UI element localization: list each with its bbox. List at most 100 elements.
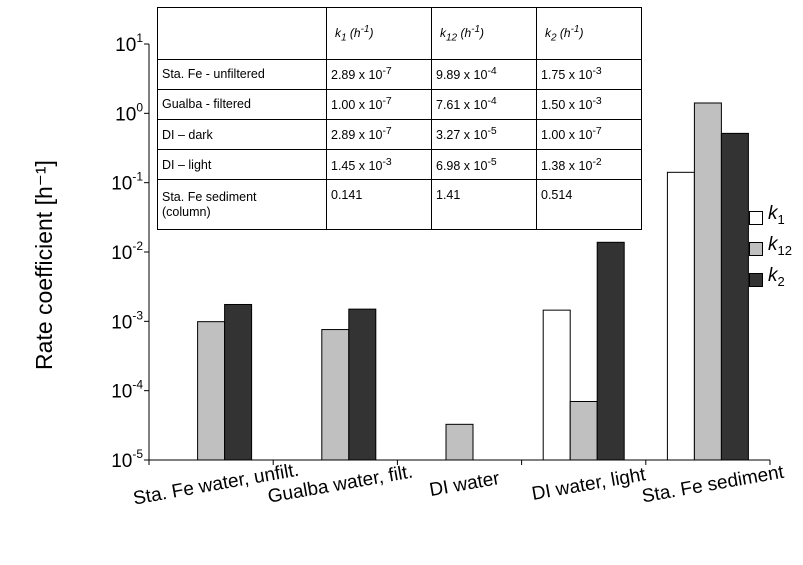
cell-mantissa: 1.38 x 10 <box>541 158 593 173</box>
y-tick-label: 10-1 <box>111 170 143 195</box>
bar-k12 <box>693 102 722 461</box>
bar-k12 <box>197 321 226 461</box>
table-row: Sta. Fe sediment (column) 0.141 1.41 0.5… <box>157 179 642 230</box>
header-k1: k1 (h-1) <box>326 7 432 60</box>
cell-exponent: -3 <box>382 156 392 168</box>
legend-swatch <box>749 211 763 225</box>
cell-value: 0.141 <box>331 188 363 203</box>
table-cell: 6.98 x 10-5 <box>431 149 537 181</box>
cell-exponent: -7 <box>382 126 392 138</box>
y-tick-label: 100 <box>115 100 143 125</box>
header-symbol: k <box>335 25 341 40</box>
legend-item-k12: k12 <box>749 234 803 264</box>
legend-sub: 12 <box>777 242 792 258</box>
row-label-line1: Sta. Fe sediment <box>162 189 257 204</box>
bars-layer <box>197 102 749 461</box>
header-exp: -1 <box>570 23 580 35</box>
cell-exponent: -2 <box>592 156 602 168</box>
header-k12: k12 (h-1) <box>431 7 537 60</box>
bar-k12 <box>569 400 598 461</box>
header-sub: 12 <box>446 32 458 44</box>
axes-layer <box>144 43 771 465</box>
row-label-line2: (column) <box>162 204 211 219</box>
cell-exponent: -7 <box>592 126 602 138</box>
legend-symbol: k <box>768 234 778 255</box>
table-row: Gualba - filtered 1.00 x 10-7 7.61 x 10-… <box>157 88 642 121</box>
bar-k1 <box>542 309 571 461</box>
header-exp: -1 <box>360 23 370 35</box>
row-label: DI – dark <box>157 119 327 151</box>
row-label: Sta. Fe - unfiltered <box>157 58 327 90</box>
rate-table: k1 (h-1) k12 (h-1) k2 (h-1) Sta. Fe - un… <box>157 7 642 230</box>
legend-item-k2: k2 <box>749 265 803 295</box>
y-tick-label: 10-4 <box>111 378 143 403</box>
legend-item-k1: k1 <box>749 203 803 233</box>
cell-exponent: -5 <box>487 126 497 138</box>
table-cell: 1.41 <box>431 179 537 230</box>
table-cell: 2.89 x 10-7 <box>326 119 432 151</box>
y-tick-label: 101 <box>115 31 143 56</box>
legend-sub: 2 <box>777 273 785 289</box>
y-tick-label: 10-2 <box>111 239 143 264</box>
header-symbol: k <box>440 25 446 40</box>
bar-k2 <box>348 308 377 461</box>
bar-k2 <box>596 241 625 461</box>
table-corner-cell <box>157 7 327 60</box>
table-cell: 7.61 x 10-4 <box>431 88 537 121</box>
header-unit: (h <box>460 25 472 40</box>
table-cell: 1.38 x 10-2 <box>536 149 642 181</box>
cell-mantissa: 6.98 x 10 <box>436 158 488 173</box>
cell-mantissa: 7.61 x 10 <box>436 98 488 113</box>
cell-exponent: -7 <box>382 96 392 108</box>
y-tick-label: 10-3 <box>111 308 143 333</box>
table-cell: 9.89 x 10-4 <box>431 58 537 90</box>
cell-mantissa: 3.27 x 10 <box>436 128 488 143</box>
header-sub: 1 <box>341 32 347 44</box>
table-cell: 1.00 x 10-7 <box>536 119 642 151</box>
header-close: ) <box>369 25 374 40</box>
legend-label: k1 <box>768 203 785 227</box>
header-close: ) <box>480 25 485 40</box>
cell-mantissa: 1.00 x 10 <box>331 98 383 113</box>
legend-symbol: k <box>768 265 778 286</box>
cell-exponent: -3 <box>592 96 602 108</box>
table-row: DI – light 1.45 x 10-3 6.98 x 10-5 1.38 … <box>157 149 642 181</box>
cell-exponent: -4 <box>487 66 497 78</box>
cell-exponent: -5 <box>487 156 497 168</box>
cell-exponent: -3 <box>592 66 602 78</box>
cell-exponent: -7 <box>382 66 392 78</box>
cell-value: 0.514 <box>541 188 573 203</box>
x-tick-label: DI water, light <box>530 464 648 505</box>
cell-mantissa: 1.75 x 10 <box>541 68 593 83</box>
header-unit: (h <box>349 25 361 40</box>
header-k2: k2 (h-1) <box>536 7 642 60</box>
x-tick-label: Sta. Fe sediment <box>640 462 786 508</box>
table-cell: 1.00 x 10-7 <box>326 88 432 121</box>
bar-k1 <box>666 171 695 461</box>
cell-mantissa: 1.50 x 10 <box>541 98 593 113</box>
y-axis-label: Rate coefficient [h⁻¹] <box>31 160 57 370</box>
legend-label: k12 <box>768 234 792 258</box>
row-label: DI – light <box>157 149 327 181</box>
x-tick-label: DI water <box>428 468 502 501</box>
table-header-row: k1 (h-1) k12 (h-1) k2 (h-1) <box>157 7 642 60</box>
table-cell: 3.27 x 10-5 <box>431 119 537 151</box>
bar-k12 <box>321 329 350 461</box>
cell-mantissa: 9.89 x 10 <box>436 68 488 83</box>
legend-label: k2 <box>768 265 785 289</box>
table-cell: 0.141 <box>326 179 432 230</box>
row-label: Gualba - filtered <box>157 88 327 121</box>
cell-value: 1.41 <box>436 188 461 203</box>
table-cell: 2.89 x 10-7 <box>326 58 432 90</box>
header-symbol: k <box>545 25 551 40</box>
table-cell: 1.50 x 10-3 <box>536 88 642 121</box>
header-exp: -1 <box>471 23 481 35</box>
legend-sub: 1 <box>777 211 785 227</box>
bar-k12 <box>445 423 474 461</box>
legend-swatch <box>749 242 763 256</box>
header-unit: (h <box>559 25 571 40</box>
legend-swatch <box>749 273 763 287</box>
cell-exponent: -4 <box>487 96 497 108</box>
cell-mantissa: 2.89 x 10 <box>331 128 383 143</box>
